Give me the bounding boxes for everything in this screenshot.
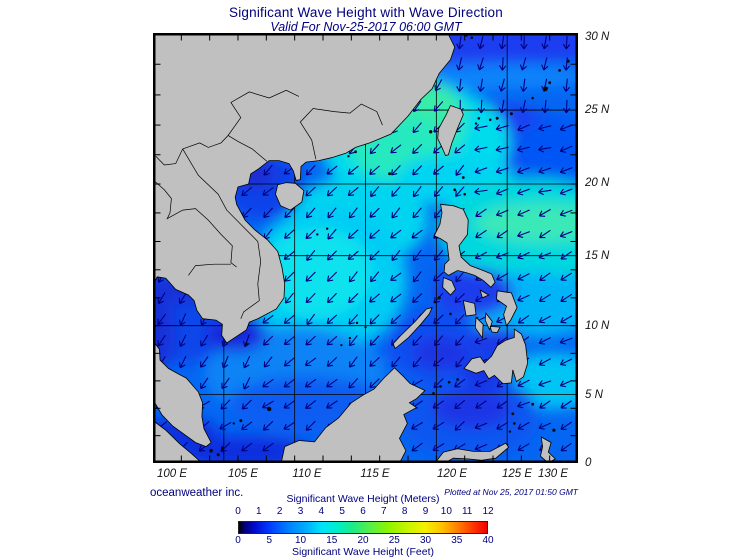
cb-feet-tick-0: 0 bbox=[235, 535, 241, 546]
lon-label-110E: 110 E bbox=[292, 468, 322, 480]
cb-meters-tick-11: 11 bbox=[461, 506, 473, 517]
land-panay bbox=[462, 300, 477, 317]
small-islands bbox=[209, 33, 570, 457]
land-sumatra bbox=[153, 420, 203, 463]
cb-feet-tick-5: 5 bbox=[266, 535, 273, 546]
cb-meters-tick-9: 9 bbox=[422, 506, 429, 517]
lat-label-20N: 20 N bbox=[585, 177, 610, 189]
cb-meters-tick-8: 8 bbox=[401, 506, 408, 517]
land-cebu bbox=[484, 312, 493, 331]
cb-meters-tick-12: 12 bbox=[482, 506, 494, 517]
map-frame bbox=[153, 33, 578, 463]
land-peninsula bbox=[153, 340, 212, 448]
cb-feet-tick-40: 40 bbox=[482, 535, 494, 546]
colorbar-gradient bbox=[238, 521, 488, 534]
lat-label-0: 0 bbox=[585, 457, 592, 469]
lon-label-105E: 105 E bbox=[227, 468, 259, 480]
land-bohol bbox=[489, 325, 501, 334]
lon-label-130E: 130 E bbox=[537, 468, 569, 480]
lon-label-125E: 125 E bbox=[501, 468, 533, 480]
cb-meters-tick-1: 1 bbox=[256, 506, 262, 517]
cb-feet-tick-35: 35 bbox=[451, 535, 463, 546]
degree-ticks bbox=[155, 35, 576, 461]
plotted-timestamp: Plotted at Nov 25, 2017 01:50 GMT bbox=[444, 487, 578, 497]
cb-meters-tick-5: 5 bbox=[339, 506, 345, 517]
valid-time-subtitle: Valid For Nov-25-2017 06:00 GMT bbox=[270, 20, 462, 34]
lat-label-5N: 5 N bbox=[585, 389, 603, 401]
cb-meters-tick-7: 7 bbox=[381, 506, 387, 517]
colorbar-meters-label: Significant Wave Height (Meters) bbox=[286, 493, 440, 505]
land-negros bbox=[474, 316, 484, 340]
land-mindoro bbox=[442, 276, 456, 296]
lon-label-115E: 115 E bbox=[360, 468, 390, 480]
lat-label-15N: 15 N bbox=[585, 250, 610, 262]
wave-map-svg bbox=[153, 33, 578, 463]
lat-label-10N: 10 N bbox=[585, 320, 610, 332]
land-borneo bbox=[280, 367, 426, 463]
land-palawan bbox=[392, 307, 433, 350]
lon-label-100E: 100 E bbox=[156, 468, 188, 480]
land-samar bbox=[496, 290, 518, 327]
cb-feet-tick-10: 10 bbox=[294, 535, 307, 546]
land-sulawesi bbox=[434, 442, 510, 463]
cb-meters-tick-10: 10 bbox=[440, 506, 452, 517]
land-luzon bbox=[433, 203, 496, 288]
cb-feet-tick-30: 30 bbox=[419, 535, 432, 546]
lat-label-25N: 25 N bbox=[585, 104, 610, 116]
page-title: Significant Wave Height with Wave Direct… bbox=[229, 5, 503, 20]
cb-meters-tick-6: 6 bbox=[360, 506, 366, 517]
lon-label-120E: 120 E bbox=[436, 468, 468, 480]
cb-meters-tick-3: 3 bbox=[297, 506, 304, 517]
land-taiwan bbox=[437, 104, 464, 156]
country-borders bbox=[153, 89, 383, 319]
cb-feet-tick-20: 20 bbox=[357, 535, 369, 546]
cb-meters-tick-2: 2 bbox=[276, 506, 283, 517]
land-hainan bbox=[275, 182, 305, 211]
cb-feet-tick-25: 25 bbox=[388, 535, 400, 546]
wave-map-canvas bbox=[153, 33, 578, 463]
cb-feet-tick-15: 15 bbox=[326, 535, 338, 546]
branding-text: oceanweather inc. bbox=[150, 487, 244, 499]
land-mindanao bbox=[463, 328, 529, 385]
cb-meters-tick-0: 0 bbox=[235, 506, 241, 517]
landmass-layer bbox=[153, 33, 556, 463]
land-mainland bbox=[153, 33, 456, 344]
cb-meters-tick-4: 4 bbox=[318, 506, 325, 517]
lat-label-30N: 30 N bbox=[585, 31, 610, 43]
land-masbate bbox=[479, 289, 490, 299]
colorbar-feet-label: Significant Wave Height (Feet) bbox=[291, 546, 434, 558]
